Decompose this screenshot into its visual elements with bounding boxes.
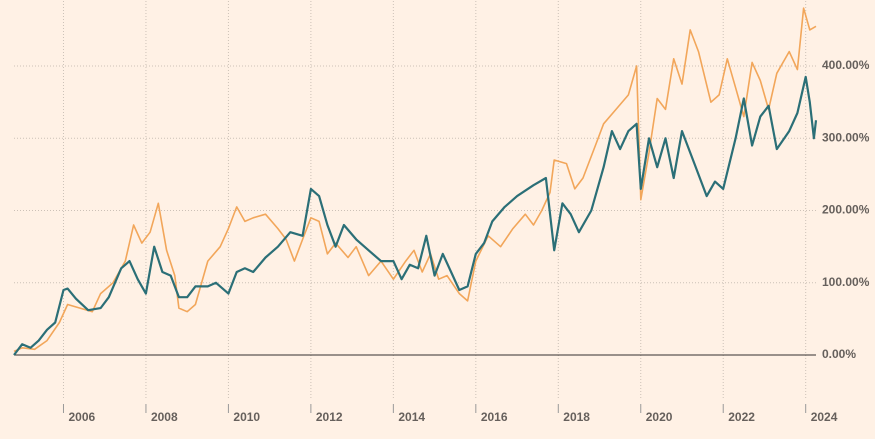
x-tick-label: 2012: [316, 410, 343, 424]
x-tick-label: 2006: [68, 410, 95, 424]
y-tick-label: 400.00%: [822, 58, 870, 72]
x-tick-label: 2020: [646, 410, 673, 424]
x-tick-label: 2016: [481, 410, 508, 424]
x-tick-label: 2010: [233, 410, 260, 424]
y-tick-label: 100.00%: [822, 275, 870, 289]
x-tick-label: 2008: [151, 410, 178, 424]
x-tick-label: 2022: [728, 410, 755, 424]
x-tick-label: 2018: [563, 410, 590, 424]
series-line: [13, 7, 817, 353]
y-tick-label: 200.00%: [822, 203, 870, 217]
y-tick-label: 0.00%: [822, 347, 856, 361]
y-tick-label: 300.00%: [822, 130, 870, 144]
x-tick-label: 2014: [398, 410, 425, 424]
x-tick-label: 2024: [811, 410, 838, 424]
series-line: [13, 75, 818, 356]
